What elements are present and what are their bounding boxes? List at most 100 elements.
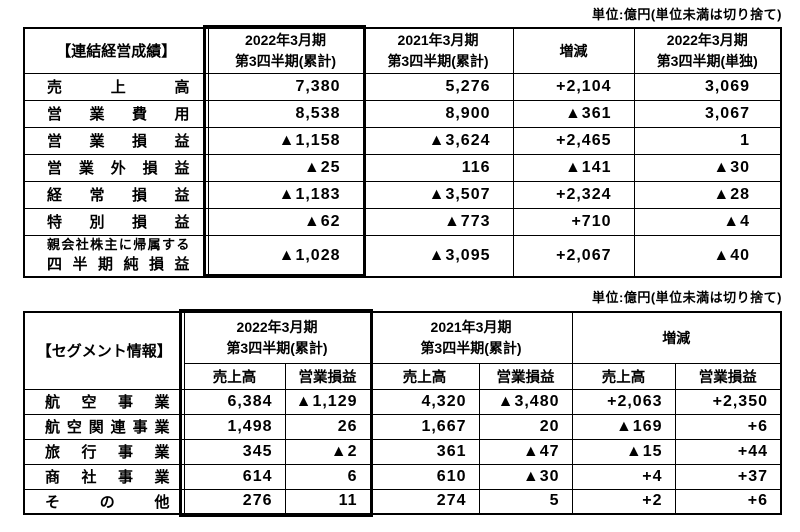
value-cell: 116 xyxy=(362,153,514,182)
subheader-row: 売上高 営業損益 売上高 営業損益 売上高 営業損益 xyxy=(24,362,782,390)
row-label: その他 xyxy=(23,488,185,515)
row-label: 営業損益 xyxy=(23,126,209,155)
row-label: 営業費用 xyxy=(23,99,209,128)
header-row: 【連結経営成績】 2022年3月期 第3四半期(累計) 2021年3月期 第3四… xyxy=(23,27,782,74)
segment-info-table: 【セグメント情報】 2022年3月期 第3四半期(累計) 2021年3月期 第3… xyxy=(23,311,782,515)
value-cell: 5 xyxy=(478,488,573,515)
value-cell: 6,384 xyxy=(183,388,286,415)
column-header-line2: 第3四半期(累計) xyxy=(226,339,328,356)
table-row-travel-services: 旅行事業 345 ▲2 361 ▲47 ▲15 +44 xyxy=(23,438,782,465)
value-cell: ▲1,129 xyxy=(284,388,371,415)
value-cell: 5,276 xyxy=(362,72,514,101)
value-cell: ▲25 xyxy=(207,153,364,182)
value-cell: ▲3,095 xyxy=(362,234,514,278)
row-label: 売上高 xyxy=(23,72,209,101)
subheader-sales: 売上高 xyxy=(571,362,676,390)
value-cell: 6 xyxy=(284,463,371,490)
header-row: 【セグメント情報】 2022年3月期 第3四半期(累計) 2021年3月期 第3… xyxy=(23,311,782,390)
row-label: 商社事業 xyxy=(23,463,185,490)
subheader-operating-income: 営業損益 xyxy=(284,362,371,390)
value-cell: ▲15 xyxy=(571,438,676,465)
table-row-extraordinary-income: 特別損益 ▲62 ▲773 +710 ▲4 xyxy=(23,207,782,236)
row-label: 営業外損益 xyxy=(23,153,209,182)
row-label: 航空事業 xyxy=(23,388,185,415)
value-cell: 1,667 xyxy=(369,413,480,440)
value-cell: 610 xyxy=(369,463,480,490)
value-cell: +2,104 xyxy=(512,72,635,101)
value-cell: ▲30 xyxy=(633,153,782,182)
value-cell: +710 xyxy=(512,207,635,236)
column-header-line2: 第3四半期(単独) xyxy=(656,52,758,69)
row-label: 旅行事業 xyxy=(23,438,185,465)
value-cell: 11 xyxy=(284,488,371,515)
value-cell: 345 xyxy=(183,438,286,465)
row-label: 経常損益 xyxy=(23,180,209,209)
column-header-fy2021-q3-cumulative: 2021年3月期 第3四半期(累計) xyxy=(369,311,573,364)
table-row-airline-related: 航空関連事業 1,498 26 1,667 20 ▲169 +6 xyxy=(23,413,782,440)
value-cell: 274 xyxy=(369,488,480,515)
subheader-sales: 売上高 xyxy=(183,362,286,390)
value-cell: ▲3,624 xyxy=(362,126,514,155)
table-row-others: その他 276 11 274 5 +2 +6 xyxy=(23,488,782,515)
table-row-net-sales: 売上高 7,380 5,276 +2,104 3,069 xyxy=(23,72,782,101)
column-header-line1: 2022年3月期 xyxy=(666,32,748,49)
column-header-line2: 第3四半期(累計) xyxy=(234,52,337,69)
value-cell: ▲47 xyxy=(478,438,573,465)
subheader-operating-income: 営業損益 xyxy=(478,362,573,390)
consolidated-table-title: 【連結経営成績】 xyxy=(23,27,209,74)
value-cell: ▲30 xyxy=(478,463,573,490)
column-header-line1: 増減 xyxy=(559,42,588,59)
column-header-change: 増減 xyxy=(571,311,782,364)
table-row-air-transportation: 航空事業 6,384 ▲1,129 4,320 ▲3,480 +2,063 +2… xyxy=(23,388,782,415)
value-cell: ▲141 xyxy=(512,153,635,182)
value-cell: ▲1,028 xyxy=(207,234,364,278)
column-header-line1: 2022年3月期 xyxy=(236,319,318,336)
column-header-line2: 第3四半期(累計) xyxy=(387,52,489,69)
value-cell: +37 xyxy=(674,463,782,490)
value-cell: ▲1,158 xyxy=(207,126,364,155)
value-cell: 3,067 xyxy=(633,99,782,128)
value-cell: 276 xyxy=(183,488,286,515)
subheader-operating-income: 営業損益 xyxy=(674,362,782,390)
value-cell: ▲773 xyxy=(362,207,514,236)
value-cell: 361 xyxy=(369,438,480,465)
value-cell: +44 xyxy=(674,438,782,465)
value-cell: 1,498 xyxy=(183,413,286,440)
unit-note-top: 単位:億円(単位未満は切り捨て) xyxy=(592,7,782,22)
column-header-change: 増減 xyxy=(512,27,635,74)
value-cell: +2,324 xyxy=(512,180,635,209)
segment-table-title: 【セグメント情報】 xyxy=(23,311,185,390)
row-label: 特別損益 xyxy=(23,207,209,236)
value-cell: +2,067 xyxy=(512,234,635,278)
value-cell: 8,900 xyxy=(362,99,514,128)
subheader-sales: 売上高 xyxy=(369,362,480,390)
value-cell: ▲361 xyxy=(512,99,635,128)
table-row-operating-income: 営業損益 ▲1,158 ▲3,624 +2,465 1 xyxy=(23,126,782,155)
row-label: 航空関連事業 xyxy=(23,413,185,440)
value-cell: +6 xyxy=(674,488,782,515)
value-cell: +2,350 xyxy=(674,388,782,415)
value-cell: ▲1,183 xyxy=(207,180,364,209)
value-cell: 4,320 xyxy=(369,388,480,415)
table-row-operating-expenses: 営業費用 8,538 8,900 ▲361 3,067 xyxy=(23,99,782,128)
value-cell: ▲3,507 xyxy=(362,180,514,209)
value-cell: ▲40 xyxy=(633,234,782,278)
value-cell: ▲3,480 xyxy=(478,388,573,415)
table-row-non-operating-income: 営業外損益 ▲25 116 ▲141 ▲30 xyxy=(23,153,782,182)
value-cell: ▲28 xyxy=(633,180,782,209)
value-cell: +6 xyxy=(674,413,782,440)
value-cell: +4 xyxy=(571,463,676,490)
consolidated-results-table: 【連結経営成績】 2022年3月期 第3四半期(累計) 2021年3月期 第3四… xyxy=(23,27,782,279)
column-header-line1: 2021年3月期 xyxy=(397,32,479,49)
value-cell: ▲4 xyxy=(633,207,782,236)
value-cell: 3,069 xyxy=(633,72,782,101)
value-cell: 614 xyxy=(183,463,286,490)
column-header-line1: 2022年3月期 xyxy=(245,32,326,49)
value-cell: ▲62 xyxy=(207,207,364,236)
column-header-fy2022-q3-standalone: 2022年3月期 第3四半期(単独) xyxy=(633,27,782,74)
column-header-fy2021-q3-cumulative: 2021年3月期 第3四半期(累計) xyxy=(362,27,514,74)
value-cell: 7,380 xyxy=(207,72,364,101)
table-row-trade-retail: 商社事業 614 6 610 ▲30 +4 +37 xyxy=(23,463,782,490)
column-header-line1: 2021年3月期 xyxy=(430,319,512,336)
